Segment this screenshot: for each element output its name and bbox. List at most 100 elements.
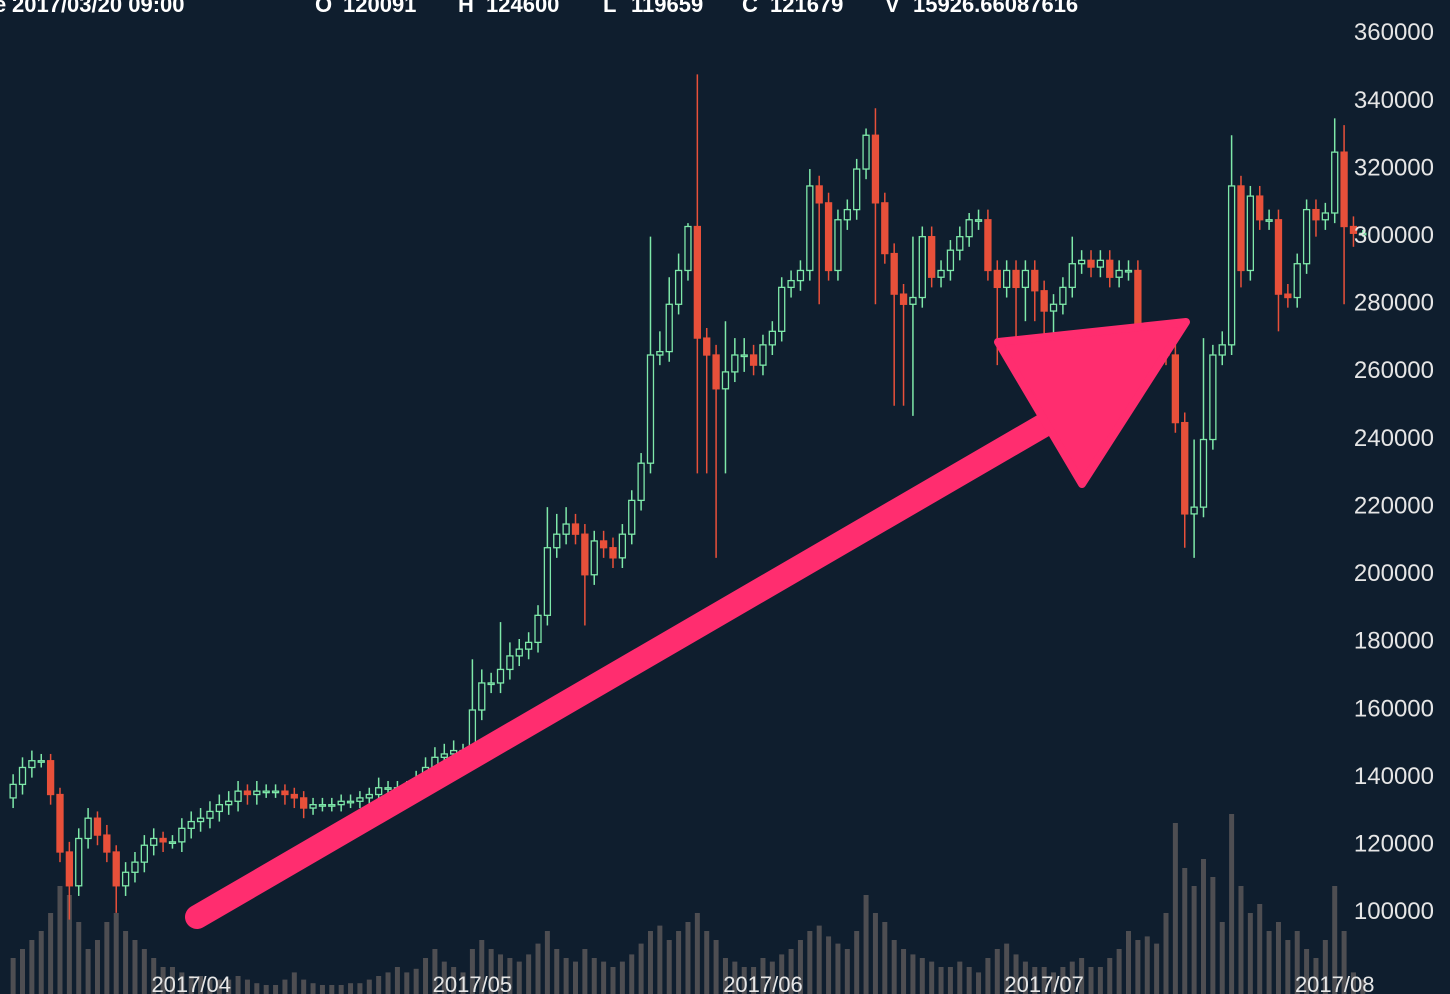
candle-body — [984, 219, 992, 272]
arrow-annotation — [185, 318, 1190, 929]
candle-body — [1265, 219, 1273, 222]
candle-body — [65, 851, 74, 887]
volume-bar — [1154, 943, 1160, 994]
candle-body — [656, 350, 664, 356]
volume-bar — [929, 961, 935, 994]
volume-bar — [507, 958, 513, 994]
y-tick-label: 340000 — [1354, 87, 1434, 114]
candle-body — [1106, 259, 1114, 278]
candle-body — [506, 655, 514, 671]
candle-body — [56, 793, 64, 853]
volume-bar — [1285, 940, 1291, 994]
candle-body — [684, 225, 692, 272]
candle-body — [1237, 185, 1245, 272]
volume-bar — [573, 961, 579, 994]
candle-body — [815, 185, 823, 204]
x-tick-label: 2017/04 — [151, 972, 231, 994]
candle-body — [881, 202, 889, 255]
volume-bar — [741, 967, 747, 994]
candle-body — [571, 523, 580, 535]
volume-bar — [647, 931, 653, 994]
y-tick-label: 320000 — [1354, 154, 1434, 181]
candle-body — [93, 817, 102, 836]
candle-body — [1190, 506, 1198, 515]
volume-bar — [526, 954, 532, 994]
volume-bar — [1004, 943, 1010, 994]
header-value: 124600 — [486, 0, 559, 17]
volume-bar — [816, 925, 822, 994]
header-value: 121679 — [770, 0, 843, 17]
candle-body — [384, 787, 392, 790]
x-tick-label: 2017/05 — [433, 972, 513, 994]
volume-bar — [985, 958, 991, 994]
volume-bar — [273, 985, 279, 994]
candle-body — [290, 793, 298, 799]
volume-bar — [563, 958, 569, 994]
volume-bar — [141, 949, 147, 994]
y-tick-label: 200000 — [1354, 560, 1434, 587]
candle-body — [712, 354, 720, 390]
candle-body — [46, 760, 55, 796]
volume-bar — [619, 961, 625, 994]
volume-bar — [947, 967, 953, 994]
candle-body — [796, 269, 805, 282]
volume-bar — [244, 979, 250, 994]
volume-bar — [413, 968, 419, 994]
volume-bar — [957, 961, 963, 994]
volume-bar — [854, 931, 860, 994]
candle-body — [1340, 151, 1348, 228]
volume-bar — [1182, 868, 1188, 994]
volume-bar — [160, 967, 166, 994]
volume-bar — [226, 979, 232, 994]
y-tick-label: 300000 — [1354, 222, 1434, 249]
candle-body — [1246, 195, 1255, 272]
volume-bar — [863, 895, 869, 994]
candle-body — [1049, 303, 1058, 312]
candle-body — [899, 293, 908, 305]
candle-body — [749, 354, 758, 366]
candle-body — [375, 787, 383, 796]
volume-bar — [1107, 958, 1113, 994]
candle-body — [1021, 269, 1030, 289]
candle-body — [215, 804, 223, 813]
volume-bar — [976, 972, 982, 994]
candle-body — [1115, 269, 1123, 278]
candle-body — [178, 827, 186, 843]
volume-bar — [544, 931, 550, 994]
volume-bar — [329, 985, 335, 994]
candle-body — [1256, 195, 1264, 221]
candle-body — [1359, 232, 1367, 236]
volume-bar — [1097, 967, 1103, 994]
volume-bar — [207, 979, 213, 994]
candle-body — [1012, 269, 1020, 289]
candle-body — [496, 668, 505, 684]
candle-body — [562, 523, 570, 535]
volume-bar — [788, 949, 794, 994]
candle-body — [262, 790, 270, 794]
volume-bar — [198, 976, 204, 994]
volume-bar — [901, 949, 907, 994]
candle-body — [84, 817, 92, 840]
candle-body — [1349, 225, 1358, 234]
candle-body — [300, 797, 308, 809]
candle-body — [674, 269, 683, 305]
candle-body — [1321, 212, 1329, 221]
candle-body — [543, 547, 552, 616]
y-tick-label: 220000 — [1354, 492, 1434, 519]
volume-bar — [179, 972, 185, 994]
header-label: C — [742, 0, 758, 17]
volume-bar — [713, 940, 719, 994]
candle-body — [1040, 290, 1048, 312]
candle-body — [309, 804, 317, 809]
y-tick-label: 180000 — [1354, 628, 1434, 655]
volume-bar — [882, 922, 888, 994]
candle-body — [843, 208, 851, 221]
candle-body — [450, 749, 458, 755]
volume-bar — [1247, 913, 1253, 994]
volume-bar — [151, 958, 157, 994]
volume-bar — [797, 940, 803, 994]
candle-body — [693, 225, 701, 339]
volume-bar — [1219, 922, 1225, 994]
